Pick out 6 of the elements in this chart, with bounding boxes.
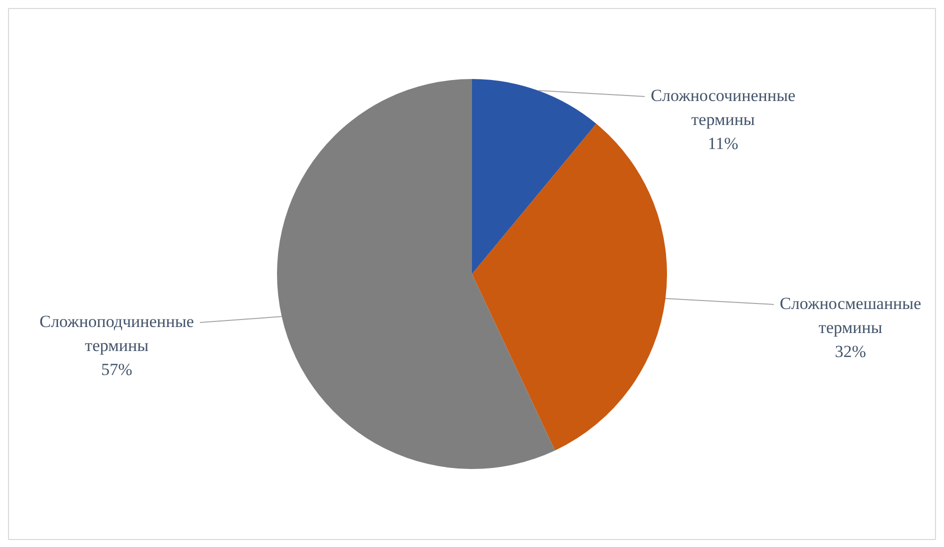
data-label: 57%: [101, 360, 132, 380]
data-label: 11%: [708, 134, 738, 153]
data-label: 32%: [834, 342, 866, 361]
slice-label: Сложносочиненные термины: [650, 86, 796, 129]
slice-label: Сложносмешанные термины: [780, 294, 922, 337]
slice-label: Сложноподчиненные термины: [39, 312, 194, 356]
